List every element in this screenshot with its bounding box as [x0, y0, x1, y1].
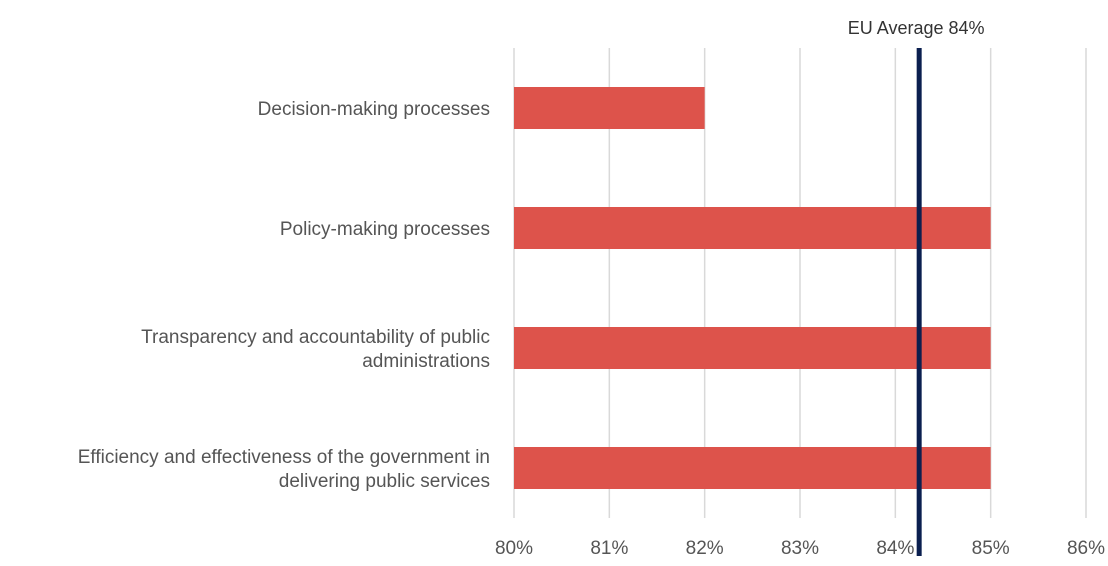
category-label-4: Efficiency and effectiveness of the gove… [78, 447, 490, 492]
x-tick-label-84: 84% [876, 538, 914, 559]
category-label-3-line-1: Transparency and accountability of publi… [141, 327, 490, 348]
eu-average-label: EU Average 84% [848, 18, 985, 38]
x-axis-tick-labels: 80% 81% 82% 83% 84% 85% 86% [495, 538, 1105, 559]
bar-1 [514, 87, 705, 129]
x-tick-label-85: 85% [972, 538, 1010, 559]
x-tick-label-86: 86% [1067, 538, 1105, 559]
x-tick-label-80: 80% [495, 538, 533, 559]
category-label-1-line-1: Decision-making processes [258, 99, 490, 120]
x-tick-label-81: 81% [590, 538, 628, 559]
bars [514, 87, 991, 489]
bar-2 [514, 207, 991, 249]
category-label-4-line-2: delivering public services [279, 471, 490, 492]
reference-line-group: EU Average 84% [848, 18, 985, 556]
category-label-3-line-2: administrations [362, 351, 490, 372]
x-tick-label-82: 82% [686, 538, 724, 559]
category-labels: Decision-making processes Policy-making p… [78, 99, 490, 492]
category-label-2: Policy-making processes [280, 219, 490, 240]
category-label-3: Transparency and accountability of publi… [141, 327, 490, 372]
bar-3 [514, 327, 991, 369]
category-label-1: Decision-making processes [258, 99, 490, 120]
category-label-2-line-1: Policy-making processes [280, 219, 490, 240]
bar-4 [514, 447, 991, 489]
category-label-4-line-1: Efficiency and effectiveness of the gove… [78, 447, 490, 468]
x-tick-label-83: 83% [781, 538, 819, 559]
